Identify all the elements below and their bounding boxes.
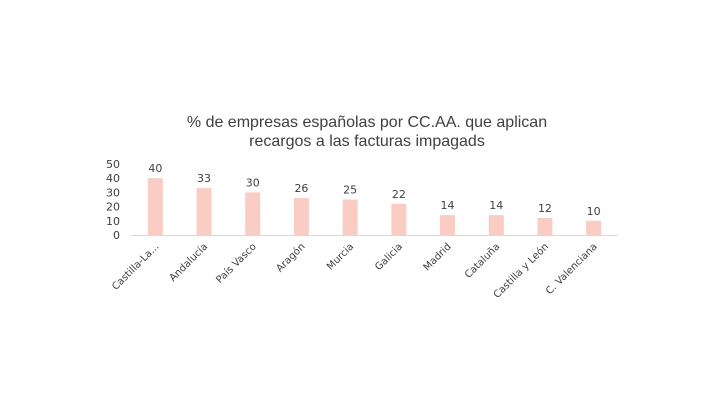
x-tick-label: Cataluña (463, 241, 502, 280)
y-tick-label: 40 (106, 172, 120, 185)
chart-title-line-2: recargos a las facturas impagads (249, 133, 485, 150)
x-tick-label: Andalucía (167, 241, 210, 284)
bar (293, 198, 309, 235)
x-tick-label: Castilla-La... (110, 241, 161, 292)
bar-value-label: 10 (587, 205, 601, 218)
bar-value-label: 33 (197, 172, 211, 185)
value-labels-group: 40 33 30 26 25 22 14 14 12 10 (148, 162, 600, 218)
y-tick-label: 50 (106, 158, 120, 171)
bar (245, 192, 261, 235)
y-tick-label: 10 (106, 215, 120, 228)
bar (391, 203, 407, 235)
bar (586, 220, 602, 235)
x-tick-label: Madrid (422, 241, 454, 273)
bar-value-label: 26 (294, 182, 308, 195)
bar (147, 178, 163, 235)
chart-title-line-1: % de empresas españolas por CC.AA. que a… (187, 114, 547, 131)
y-tick-label: 20 (106, 201, 120, 214)
bar-value-label: 40 (148, 162, 162, 175)
x-tick-label: C. Valenciana (544, 241, 600, 297)
bar-value-label: 14 (489, 199, 503, 212)
x-tick-label: País Vasco (214, 241, 259, 286)
bars-group (147, 178, 602, 235)
bar (440, 215, 456, 235)
y-tick-label: 30 (106, 186, 120, 199)
x-tick-label: Galicia (373, 241, 405, 273)
bar-value-label: 14 (441, 199, 455, 212)
x-tick-label: Murcia (325, 241, 356, 272)
bar (537, 217, 553, 235)
y-tick-label: 0 (113, 229, 120, 242)
bar (342, 199, 358, 235)
bar-value-label: 12 (538, 202, 552, 215)
bar-value-label: 25 (343, 184, 357, 197)
bar-value-label: 30 (246, 176, 260, 189)
x-tick-label: Aragón (274, 241, 308, 275)
category-labels-group: Castilla-La... Andalucía País Vasco Aragón M… (110, 241, 600, 301)
bar (488, 215, 504, 235)
bar-value-label: 22 (392, 188, 406, 201)
bar (196, 188, 212, 235)
